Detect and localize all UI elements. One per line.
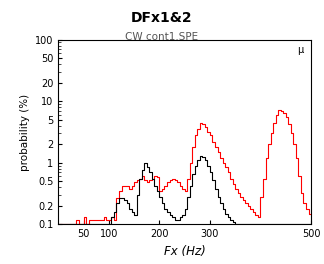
X-axis label: Fx (Hz): Fx (Hz)	[164, 245, 205, 258]
Text: CW cont1.SPE: CW cont1.SPE	[125, 32, 199, 42]
Text: DFx1&2: DFx1&2	[131, 11, 193, 25]
Y-axis label: probability (%): probability (%)	[19, 93, 29, 171]
Text: μ: μ	[297, 45, 304, 55]
